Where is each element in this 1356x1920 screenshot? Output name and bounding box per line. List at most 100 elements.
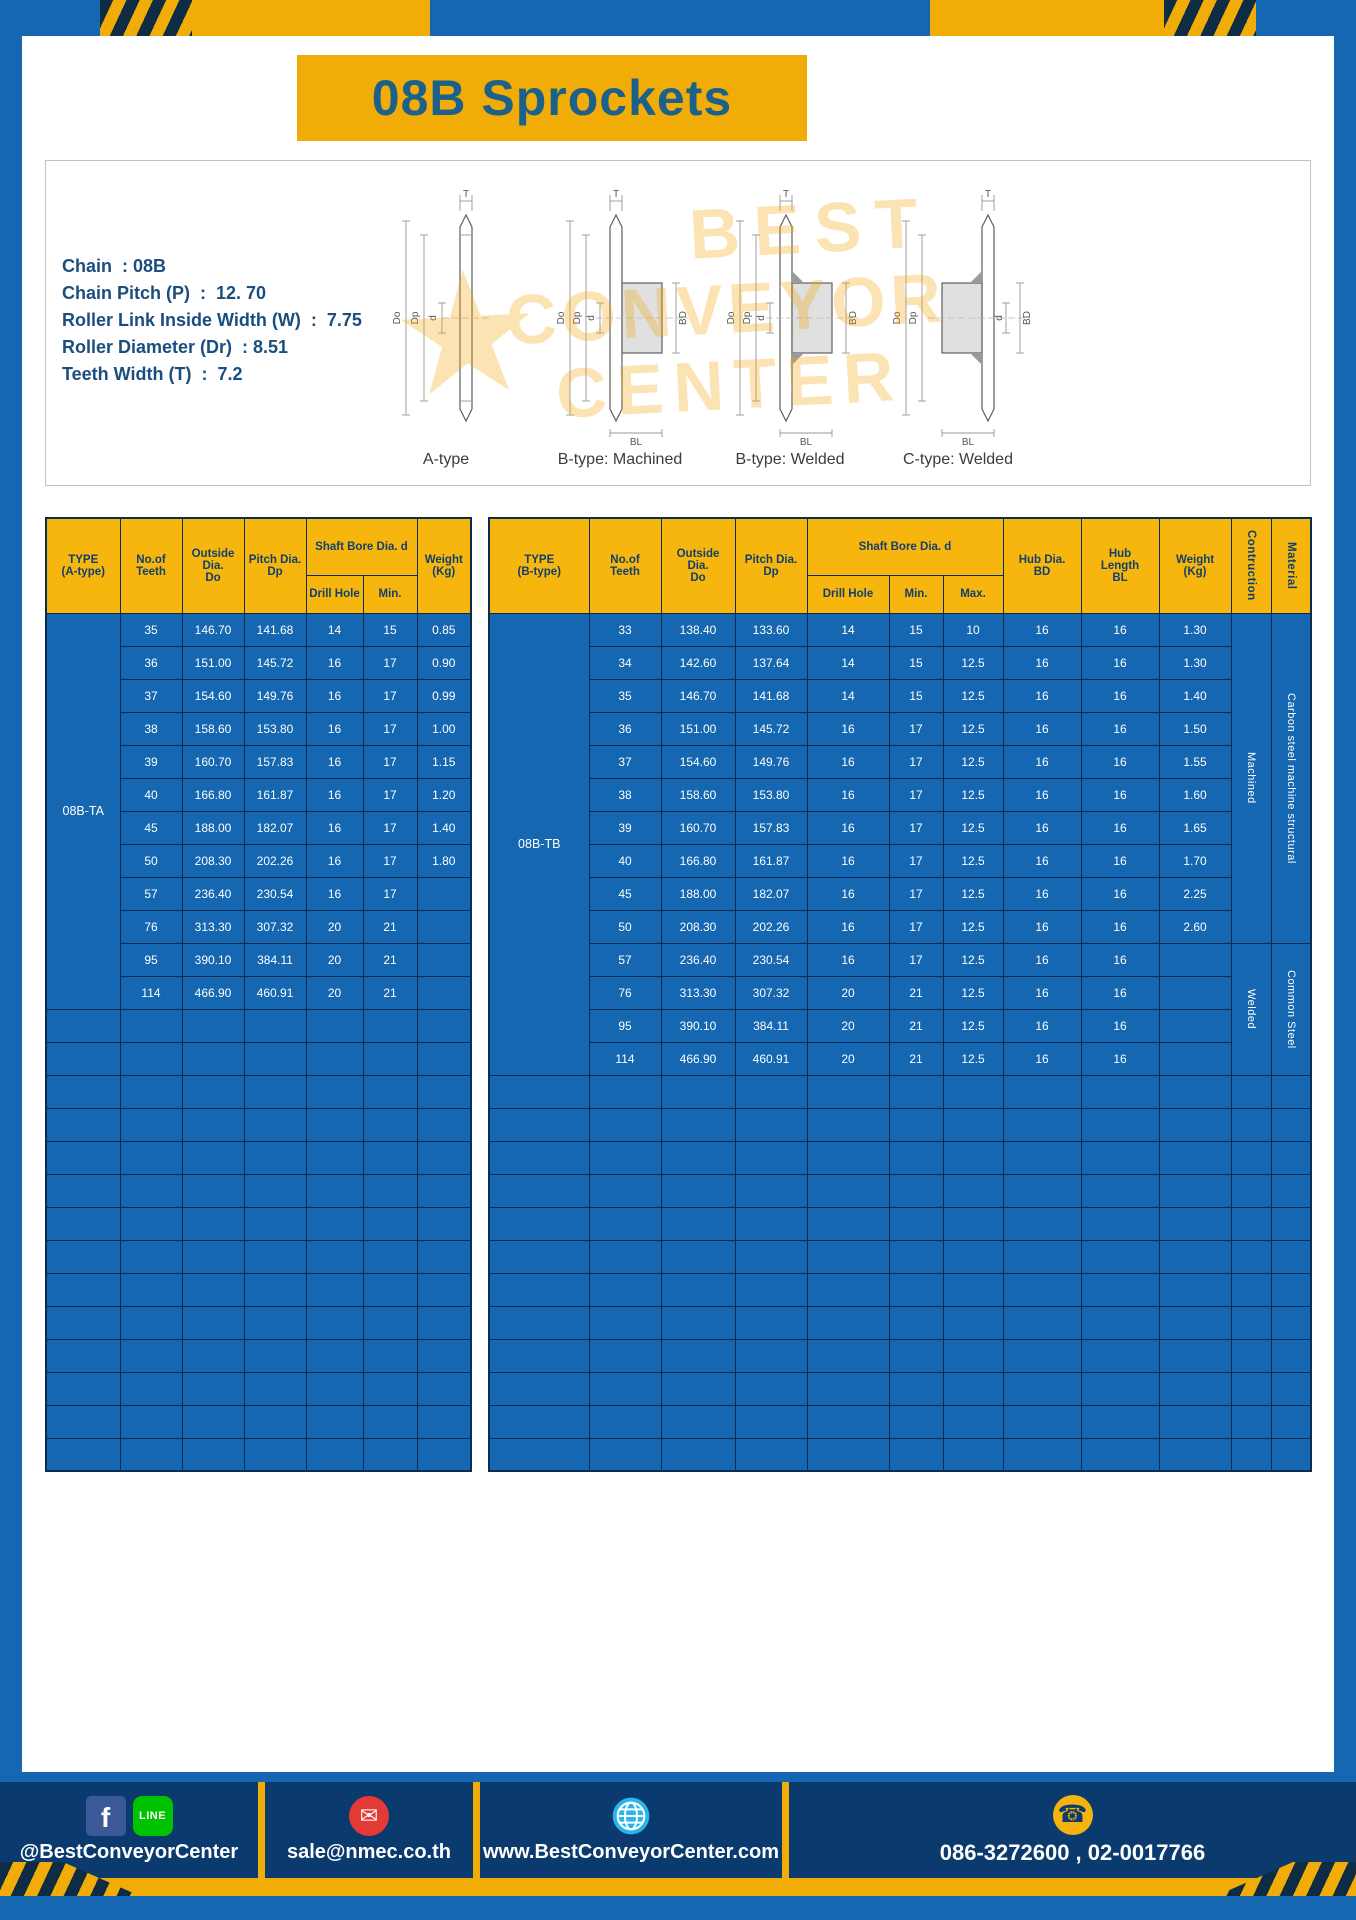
empty-cell xyxy=(1230,1437,1272,1472)
spec-line-roller-width: Roller Link Inside Width (W) : 7.75 xyxy=(62,310,362,330)
empty-cell xyxy=(734,1437,808,1472)
empty-cell xyxy=(1080,1206,1160,1241)
col-header-hub-dia: Hub Dia. BD xyxy=(1002,517,1082,614)
empty-cell xyxy=(734,1140,808,1175)
empty-cell xyxy=(942,1272,1004,1307)
table-cell: 17 xyxy=(888,744,944,779)
table-cell: 17 xyxy=(888,777,944,812)
empty-cell xyxy=(942,1437,1004,1472)
empty-cell xyxy=(734,1371,808,1406)
empty-cell xyxy=(1270,1305,1312,1340)
empty-cell xyxy=(1230,1140,1272,1175)
type-cell: 08B-TA xyxy=(45,612,121,1010)
dim-label-bd: BD xyxy=(678,311,689,325)
table-cell: 166.80 xyxy=(660,843,736,878)
empty-cell xyxy=(243,1173,307,1208)
table-cell: 39 xyxy=(588,810,662,845)
spec-line-chain: Chain : 08B xyxy=(62,256,167,276)
empty-cell xyxy=(806,1107,890,1142)
empty-cell xyxy=(806,1074,890,1109)
email-address[interactable]: sale@nmec.co.th xyxy=(286,1841,451,1863)
email-icon[interactable]: ✉ xyxy=(349,1796,389,1836)
table-cell: 230.54 xyxy=(734,942,808,977)
table-cell: 202.26 xyxy=(243,843,307,878)
table-cell: 142.60 xyxy=(660,645,736,680)
table-cell: 57 xyxy=(119,876,183,911)
table-cell: 16 xyxy=(1080,1008,1160,1043)
table-cell: 182.07 xyxy=(243,810,307,845)
table-cell: 17 xyxy=(888,942,944,977)
table-cell: 12.5 xyxy=(942,1008,1004,1043)
empty-cell xyxy=(660,1107,736,1142)
table-cell: 16 xyxy=(1002,1008,1082,1043)
empty-cell xyxy=(488,1305,590,1340)
table-cell: 12.5 xyxy=(942,1041,1004,1076)
table-cell: 16 xyxy=(1002,942,1082,977)
phone-icon[interactable]: ☎ xyxy=(1052,1794,1093,1835)
empty-cell xyxy=(305,1272,364,1307)
table-cell: 16 xyxy=(1080,678,1160,713)
table-cell: 15 xyxy=(362,612,418,647)
table-cell: 15 xyxy=(888,612,944,647)
table-cell: 1.40 xyxy=(416,810,472,845)
col-header-outside-dia: Outside Dia. Do xyxy=(660,517,736,614)
empty-cell xyxy=(45,1074,121,1109)
table-cell: 38 xyxy=(119,711,183,746)
empty-cell xyxy=(243,1107,307,1142)
social-handle[interactable]: @BestConveyorCenter xyxy=(19,1841,239,1863)
col-header-shaft-bore: Shaft Bore Dia. d xyxy=(305,517,418,576)
empty-cell xyxy=(1158,1173,1232,1208)
table-cell: 21 xyxy=(888,975,944,1010)
empty-cell xyxy=(588,1140,662,1175)
empty-cell xyxy=(243,1404,307,1439)
empty-cell xyxy=(243,1437,307,1472)
table-cell: 1.30 xyxy=(1158,645,1232,680)
globe-icon[interactable] xyxy=(611,1796,651,1836)
empty-cell xyxy=(660,1371,736,1406)
empty-cell xyxy=(45,1272,121,1307)
empty-cell xyxy=(119,1371,183,1406)
table-cell xyxy=(416,876,472,911)
table-cell: 160.70 xyxy=(660,810,736,845)
empty-cell xyxy=(1270,1140,1312,1175)
dim-label-dp: Dp xyxy=(742,311,753,324)
table-cell: 141.68 xyxy=(243,612,307,647)
empty-cell xyxy=(660,1272,736,1307)
empty-cell xyxy=(416,1437,472,1472)
empty-cell xyxy=(362,1437,418,1472)
table-cell: 138.40 xyxy=(660,612,736,647)
empty-cell xyxy=(181,1107,245,1142)
table-cell: 16 xyxy=(806,876,890,911)
empty-cell xyxy=(1270,1371,1312,1406)
table-cell: 1.60 xyxy=(1158,777,1232,812)
table-cell: 16 xyxy=(806,744,890,779)
empty-cell xyxy=(305,1206,364,1241)
table-cell: 1.20 xyxy=(416,777,472,812)
empty-cell xyxy=(806,1239,890,1274)
empty-cell xyxy=(488,1140,590,1175)
table-cell: 34 xyxy=(588,645,662,680)
facebook-icon[interactable]: f xyxy=(85,1796,126,1836)
table-cell: 16 xyxy=(1080,975,1160,1010)
footer-social-section: f LINE @BestConveyorCenter xyxy=(0,1782,258,1878)
table-cell: 10 xyxy=(942,612,1004,647)
empty-cell xyxy=(181,1239,245,1274)
empty-cell xyxy=(1270,1206,1312,1241)
table-cell: 390.10 xyxy=(181,942,245,977)
table-cell: 37 xyxy=(588,744,662,779)
table-cell: 16 xyxy=(1002,711,1082,746)
dim-label-t: T xyxy=(463,189,469,200)
website-url[interactable]: www.BestConveyorCenter.com xyxy=(482,1841,779,1863)
empty-cell xyxy=(119,1437,183,1472)
globe-graphic xyxy=(612,1797,650,1835)
line-icon[interactable]: LINE xyxy=(132,1796,173,1836)
empty-cell xyxy=(181,1437,245,1472)
empty-cell xyxy=(806,1437,890,1472)
table-cell: 157.83 xyxy=(734,810,808,845)
empty-cell xyxy=(119,1140,183,1175)
table-cell: 35 xyxy=(588,678,662,713)
empty-cell xyxy=(1002,1206,1082,1241)
phone-numbers[interactable]: 086-3272600 , 02-0017766 xyxy=(939,1839,1206,1865)
empty-cell xyxy=(1080,1437,1160,1472)
empty-cell xyxy=(1270,1437,1312,1472)
